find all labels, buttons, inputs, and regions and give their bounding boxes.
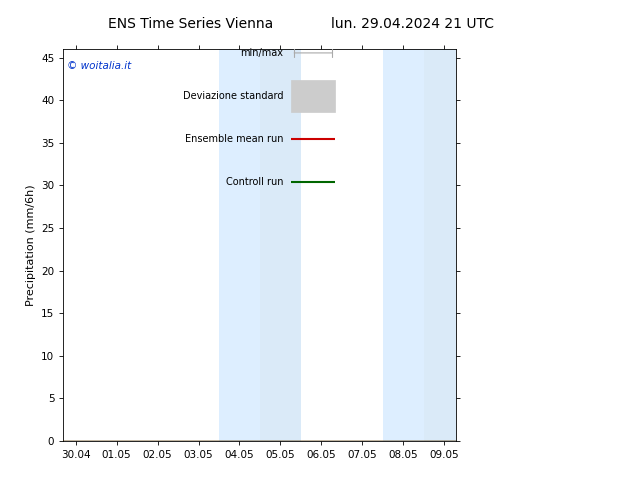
Bar bbox=[383, 49, 424, 441]
Text: Deviazione standard: Deviazione standard bbox=[183, 91, 283, 101]
Text: ENS Time Series Vienna: ENS Time Series Vienna bbox=[108, 17, 273, 31]
Text: © woitalia.it: © woitalia.it bbox=[67, 61, 132, 71]
Bar bbox=[260, 49, 301, 441]
Text: Ensemble mean run: Ensemble mean run bbox=[185, 134, 283, 144]
Text: lun. 29.04.2024 21 UTC: lun. 29.04.2024 21 UTC bbox=[330, 17, 494, 31]
Text: min/max: min/max bbox=[240, 48, 283, 58]
Bar bbox=[219, 49, 260, 441]
Bar bbox=[292, 80, 335, 112]
Text: Controll run: Controll run bbox=[226, 177, 283, 187]
Bar bbox=[424, 49, 456, 441]
Y-axis label: Precipitation (mm/6h): Precipitation (mm/6h) bbox=[25, 184, 36, 306]
